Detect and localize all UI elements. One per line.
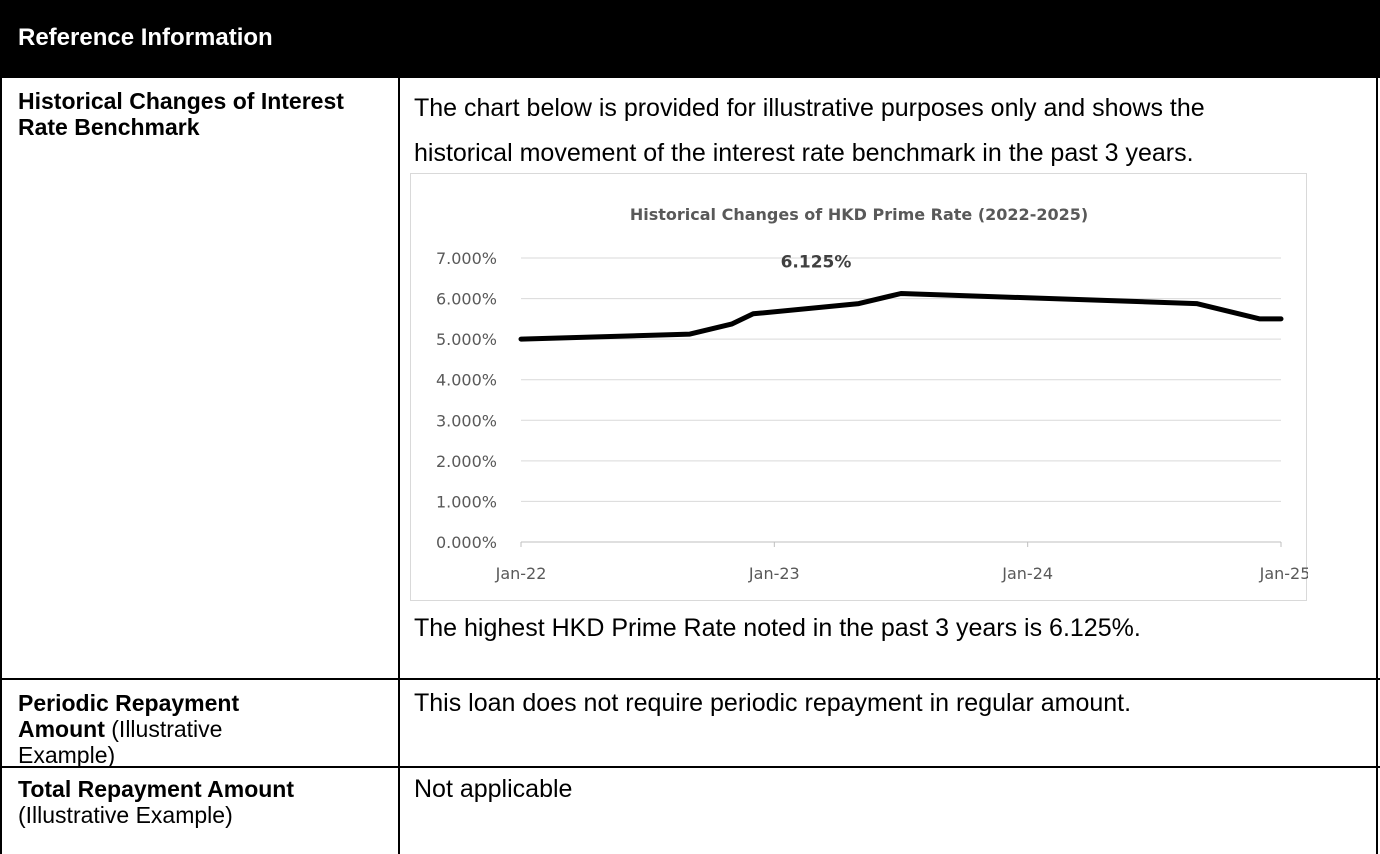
y-tick-label: 5.000% <box>436 330 497 349</box>
row-label-historical-changes: Historical Changes of Interest Rate Benc… <box>18 88 344 140</box>
label-normal-2: (Illustrative <box>104 716 223 742</box>
y-tick-label: 4.000% <box>436 371 497 390</box>
highest-rate-note: The highest HKD Prime Rate noted in the … <box>414 614 1141 642</box>
row-divider <box>0 766 1380 768</box>
x-tick-label: Jan-23 <box>748 564 800 583</box>
prime-rate-chart: Historical Changes of HKD Prime Rate (20… <box>410 173 1308 601</box>
x-tick-label: Jan-24 <box>1001 564 1053 583</box>
label-bold: Total Repayment Amount <box>18 776 295 802</box>
x-tick-label: Jan-22 <box>495 564 547 583</box>
chart-intro-line-2: historical movement of the interest rate… <box>414 139 1194 167</box>
y-tick-label: 6.000% <box>436 290 497 309</box>
y-tick-label: 1.000% <box>436 492 497 511</box>
label-normal: (Illustrative Example) <box>18 802 233 828</box>
peak-data-label: 6.125% <box>781 253 852 273</box>
label-normal-3: Example) <box>18 742 116 768</box>
label-bold-1: Periodic Repayment <box>18 690 240 716</box>
chart-intro-line-1: The chart below is provided for illustra… <box>414 94 1205 122</box>
chart-title: Historical Changes of HKD Prime Rate (20… <box>630 205 1088 224</box>
y-tick-label: 0.000% <box>436 533 497 552</box>
y-tick-label: 2.000% <box>436 452 497 471</box>
table-header: Reference Information <box>0 0 1380 78</box>
row-label-periodic-repayment: Periodic Repayment Amount (Illustrative … <box>18 690 388 768</box>
row-label-total-repayment: Total Repayment Amount (Illustrative Exa… <box>18 776 398 828</box>
periodic-repayment-text: This loan does not require periodic repa… <box>414 689 1132 717</box>
total-repayment-text: Not applicable <box>414 775 573 803</box>
y-tick-label: 7.000% <box>436 249 497 268</box>
label-bold-2: Amount <box>18 716 105 742</box>
header-title: Reference Information <box>18 24 273 51</box>
row-divider <box>0 678 1380 680</box>
chart-svg: Historical Changes of HKD Prime Rate (20… <box>436 205 1308 583</box>
y-tick-label: 3.000% <box>436 411 497 430</box>
prime-rate-series-line <box>518 291 1284 342</box>
x-tick-label: Jan-25 <box>1259 564 1308 583</box>
column-divider <box>398 78 400 854</box>
